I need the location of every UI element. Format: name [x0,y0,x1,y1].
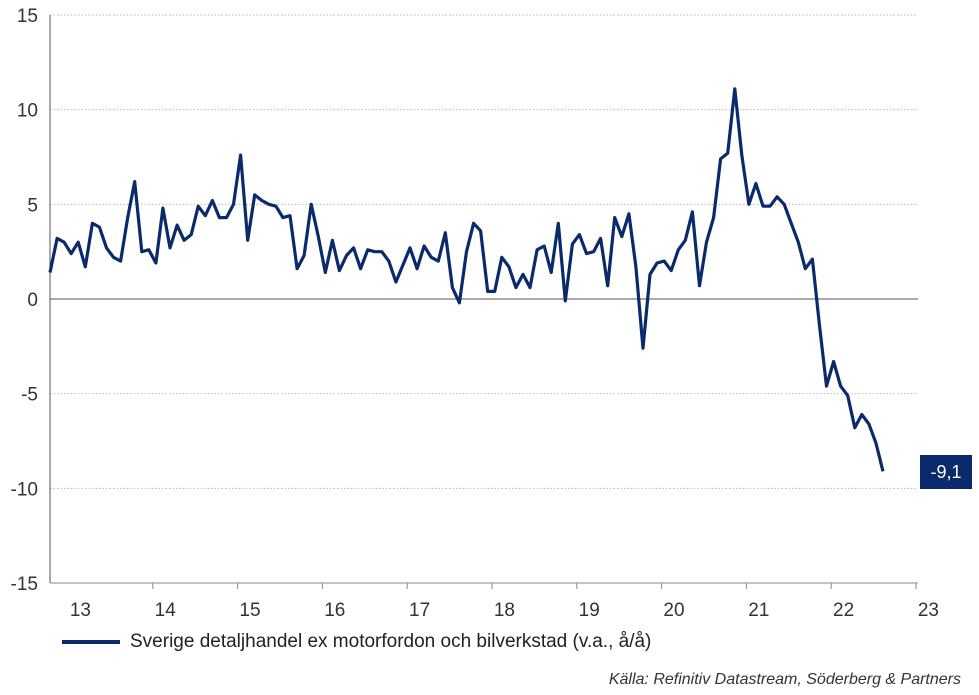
series-line [48,87,885,472]
x-tick-labels: 13 14 15 16 17 18 19 20 21 22 23 [70,583,939,620]
x-tick-label: 16 [324,600,345,620]
y-tick-label: 15 [17,6,38,27]
legend-label: Sverige detaljhandel ex motorfordon och … [130,631,652,652]
legend: Sverige detaljhandel ex motorfordon och … [62,631,651,653]
y-tick-labels: 15 10 5 0 -5 -10 -15 [11,6,38,595]
x-tick-label: 14 [155,600,177,620]
x-tick-label: 21 [748,600,769,620]
x-tick-label: 13 [70,600,91,620]
y-tick-label: -10 [11,479,38,500]
y-tick-label: 10 [17,101,38,122]
x-tick-label: 20 [663,600,684,620]
y-tick-label: -5 [21,385,38,406]
y-tick-label: 5 [27,195,38,216]
x-tick-label: 17 [409,600,430,620]
y-tick-label: 0 [27,290,38,311]
x-tick-label: 23 [918,600,939,620]
x-tick-label: 18 [494,600,515,620]
x-tick-label: 19 [579,600,600,620]
source-note: Källa: Refinitiv Datastream, Söderberg &… [608,671,961,688]
legend-swatch [62,640,120,644]
line-chart: 15 10 5 0 -5 -10 -15 13 14 15 16 17 18 19 20 21 22 23 [11,6,939,620]
end-value-label: -9,1 [920,455,972,489]
y-tick-label: -15 [11,574,38,595]
x-tick-label: 15 [239,600,260,620]
x-tick-label: 22 [833,600,854,620]
